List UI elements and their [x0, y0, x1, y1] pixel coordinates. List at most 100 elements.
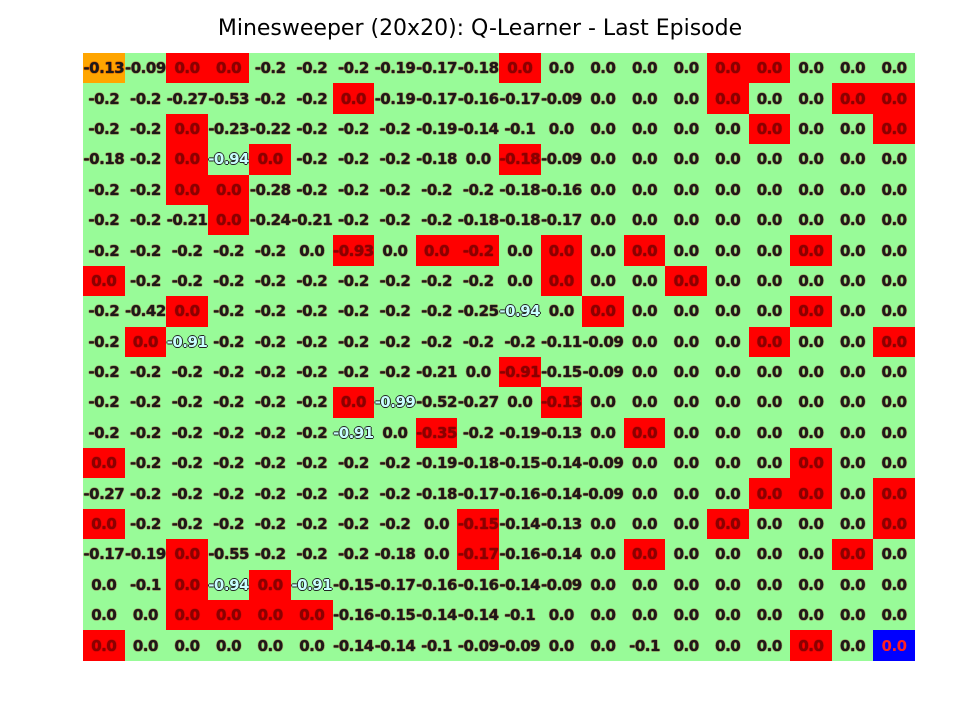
free-cell[interactable]: -0.2 — [83, 174, 125, 205]
free-cell[interactable]: 0.0 — [374, 235, 416, 266]
free-cell[interactable]: -0.2 — [374, 113, 416, 145]
free-cell[interactable]: -0.2 — [290, 144, 333, 175]
free-cell[interactable]: 0.0 — [623, 174, 666, 205]
free-cell[interactable]: -0.14 — [457, 600, 499, 631]
free-cell[interactable]: -0.2 — [207, 387, 250, 418]
mine-cell[interactable]: 0.0 — [831, 539, 874, 570]
free-cell[interactable]: -0.17 — [374, 569, 416, 601]
free-cell[interactable]: -0.2 — [415, 174, 458, 205]
mine-cell[interactable]: 0.0 — [873, 326, 915, 357]
mine-cell[interactable]: -0.35 — [415, 417, 457, 449]
free-cell[interactable]: 0.0 — [457, 356, 499, 388]
free-cell[interactable]: 0.0 — [790, 144, 832, 175]
mine-cell[interactable]: 0.0 — [207, 53, 250, 84]
mine-cell[interactable]: 0.0 — [166, 539, 208, 570]
free-cell[interactable]: 0.0 — [831, 235, 874, 266]
mine-cell[interactable]: 0.0 — [249, 600, 291, 631]
free-cell[interactable]: 0.0 — [831, 174, 874, 205]
free-cell[interactable]: -0.94 — [207, 569, 249, 601]
free-cell[interactable]: 0.0 — [790, 508, 832, 540]
free-cell[interactable]: 0.0 — [582, 630, 624, 661]
free-cell[interactable]: 0.0 — [831, 600, 874, 631]
free-cell[interactable]: -0.2 — [498, 326, 541, 357]
free-cell[interactable]: 0.0 — [540, 53, 583, 84]
mine-cell[interactable]: 0.0 — [83, 630, 125, 661]
free-cell[interactable]: 0.0 — [706, 478, 749, 509]
free-cell[interactable]: -0.2 — [124, 265, 167, 297]
free-cell[interactable]: 0.0 — [665, 326, 707, 357]
free-cell[interactable]: -0.2 — [332, 296, 375, 327]
free-cell[interactable]: 0.0 — [665, 630, 707, 661]
free-cell[interactable]: -0.2 — [249, 356, 291, 388]
free-cell[interactable]: -0.1 — [623, 630, 666, 661]
free-cell[interactable]: -0.2 — [374, 326, 416, 357]
mine-cell[interactable]: 0.0 — [748, 478, 791, 509]
mine-cell[interactable]: 0.0 — [540, 235, 583, 266]
free-cell[interactable]: 0.0 — [374, 417, 416, 449]
mine-cell[interactable]: 0.0 — [207, 600, 250, 631]
free-cell[interactable]: -0.16 — [498, 478, 541, 509]
mine-cell[interactable]: 0.0 — [166, 113, 208, 145]
free-cell[interactable]: 0.0 — [706, 235, 749, 266]
free-cell[interactable]: -0.2 — [290, 174, 333, 205]
free-cell[interactable]: -0.2 — [290, 478, 333, 509]
free-cell[interactable]: -0.99 — [374, 387, 416, 418]
free-cell[interactable]: 0.0 — [873, 235, 915, 266]
start-cell[interactable]: -0.13 — [83, 53, 125, 84]
free-cell[interactable]: -0.2 — [290, 326, 333, 357]
free-cell[interactable]: 0.0 — [582, 235, 624, 266]
free-cell[interactable]: 0.0 — [873, 600, 915, 631]
free-cell[interactable]: -0.2 — [124, 478, 167, 509]
free-cell[interactable]: -0.2 — [124, 83, 167, 114]
free-cell[interactable]: 0.0 — [623, 296, 666, 327]
free-cell[interactable]: 0.0 — [415, 508, 458, 540]
free-cell[interactable]: -0.2 — [124, 174, 167, 205]
free-cell[interactable]: 0.0 — [790, 600, 832, 631]
free-cell[interactable]: -0.52 — [415, 387, 457, 418]
free-cell[interactable]: -0.16 — [457, 83, 499, 114]
free-cell[interactable]: -0.2 — [83, 83, 125, 114]
free-cell[interactable]: 0.0 — [623, 569, 666, 601]
free-cell[interactable]: -0.2 — [290, 113, 333, 145]
free-cell[interactable]: 0.0 — [665, 53, 707, 84]
free-cell[interactable]: -0.2 — [332, 539, 375, 570]
free-cell[interactable]: 0.0 — [582, 265, 624, 297]
free-cell[interactable]: -0.19 — [498, 417, 541, 449]
free-cell[interactable]: 0.0 — [831, 630, 874, 661]
free-cell[interactable]: -0.17 — [498, 83, 541, 114]
mine-cell[interactable]: 0.0 — [249, 144, 291, 175]
free-cell[interactable]: 0.0 — [748, 296, 791, 327]
free-cell[interactable]: -0.2 — [249, 387, 291, 418]
free-cell[interactable]: -0.14 — [540, 478, 582, 509]
free-cell[interactable]: -0.94 — [207, 144, 249, 175]
free-cell[interactable]: -0.2 — [415, 204, 458, 236]
free-cell[interactable]: -0.2 — [374, 356, 416, 388]
free-cell[interactable]: 0.0 — [706, 296, 749, 327]
free-cell[interactable]: -0.2 — [457, 326, 499, 357]
free-cell[interactable]: -0.2 — [83, 296, 125, 327]
free-cell[interactable]: -0.2 — [166, 417, 208, 449]
free-cell[interactable]: -0.17 — [83, 539, 125, 570]
free-cell[interactable]: 0.0 — [706, 356, 749, 388]
mine-cell[interactable]: -0.13 — [540, 387, 582, 418]
free-cell[interactable]: 0.0 — [290, 235, 333, 266]
free-cell[interactable]: 0.0 — [706, 600, 749, 631]
free-cell[interactable]: 0.0 — [665, 144, 707, 175]
free-cell[interactable]: -0.2 — [374, 174, 416, 205]
free-cell[interactable]: 0.0 — [748, 387, 791, 418]
free-cell[interactable]: 0.0 — [748, 448, 791, 479]
free-cell[interactable]: -0.09 — [540, 569, 582, 601]
free-cell[interactable]: -0.2 — [207, 235, 250, 266]
free-cell[interactable]: -0.2 — [249, 265, 291, 297]
mine-cell[interactable]: 0.0 — [582, 296, 624, 327]
free-cell[interactable]: -0.09 — [457, 630, 499, 661]
free-cell[interactable]: -0.2 — [332, 356, 375, 388]
free-cell[interactable]: 0.0 — [748, 356, 791, 388]
free-cell[interactable]: -0.17 — [415, 83, 457, 114]
free-cell[interactable]: 0.0 — [790, 387, 832, 418]
mine-cell[interactable]: 0.0 — [790, 478, 832, 509]
free-cell[interactable]: -0.2 — [124, 448, 167, 479]
mine-cell[interactable]: 0.0 — [166, 53, 208, 84]
free-cell[interactable]: -0.2 — [374, 448, 416, 479]
free-cell[interactable]: 0.0 — [873, 387, 915, 418]
